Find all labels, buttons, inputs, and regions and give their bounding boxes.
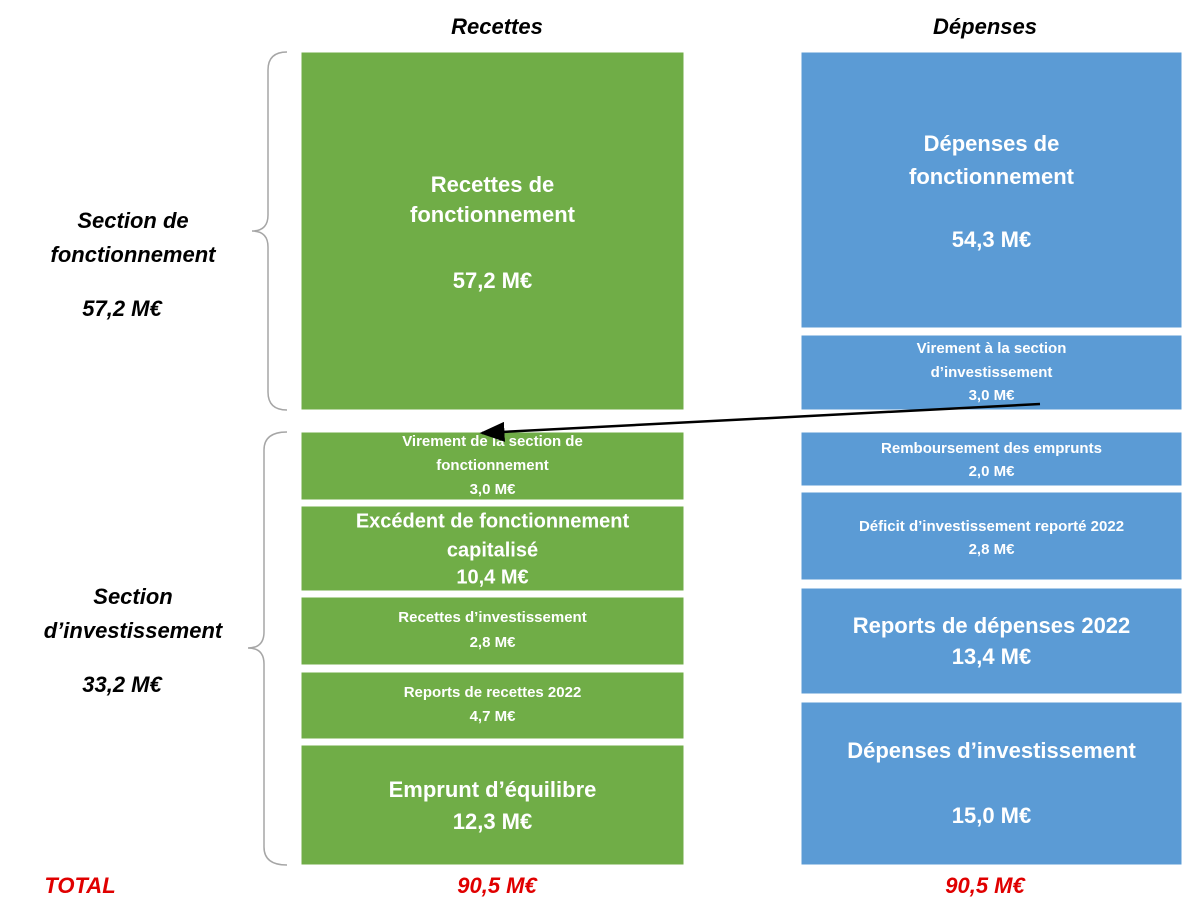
- box-label: Dépenses de: [924, 131, 1060, 156]
- box-amount: 3,0 M€: [470, 481, 517, 498]
- budget-box: [800, 334, 1182, 411]
- box-label: capitalisé: [447, 539, 538, 561]
- box-label: fonctionnement: [436, 457, 549, 474]
- budget-box: [300, 51, 685, 411]
- box-label: fonctionnement: [410, 202, 576, 227]
- box-label: fonctionnement: [909, 164, 1075, 189]
- box-amount: 2,8 M€: [969, 541, 1016, 558]
- budget-box: [800, 491, 1182, 581]
- box-amount: 15,0 M€: [952, 803, 1032, 828]
- brace: [247, 431, 288, 866]
- box-amount: 2,8 M€: [470, 634, 517, 651]
- box-amount: 2,0 M€: [969, 463, 1016, 480]
- budget-box: [800, 701, 1182, 866]
- box-label: Reports de dépenses 2022: [853, 613, 1131, 638]
- section-title: d’investissement: [44, 618, 224, 643]
- budget-box: [300, 744, 685, 866]
- box-label: Reports de recettes 2022: [404, 684, 582, 701]
- box-label: Déficit d’investissement reporté 2022: [859, 518, 1124, 535]
- box-label: Remboursement des emprunts: [881, 440, 1102, 457]
- brace: [251, 51, 288, 411]
- budget-box: [300, 431, 685, 501]
- box-amount: 57,2 M€: [453, 268, 533, 293]
- transfer-arrow: [479, 402, 1041, 442]
- budget-box: [300, 505, 685, 592]
- budget-box: [800, 587, 1182, 695]
- box-amount: 13,4 M€: [952, 644, 1032, 669]
- box-amount: 12,3 M€: [453, 809, 533, 834]
- box-label: Virement à la section: [917, 340, 1067, 357]
- total-amount: 90,5 M€: [457, 873, 538, 898]
- box-label: Emprunt d’équilibre: [389, 777, 597, 802]
- budget-box: [800, 51, 1182, 329]
- box-label: d’investissement: [931, 364, 1053, 381]
- column-header: Recettes: [451, 14, 543, 39]
- section-title: Section: [93, 584, 172, 609]
- budget-box: [300, 596, 685, 666]
- budget-box: [800, 431, 1182, 487]
- box-label: Recettes d’investissement: [398, 609, 586, 626]
- box-amount: 3,0 M€: [969, 387, 1016, 404]
- box-label: Excédent de fonctionnement: [356, 510, 630, 532]
- section-amount: 57,2 M€: [82, 296, 163, 321]
- total-amount: 90,5 M€: [945, 873, 1026, 898]
- section-title: fonctionnement: [51, 242, 218, 267]
- column-header: Dépenses: [933, 14, 1037, 39]
- box-label: Dépenses d’investissement: [847, 738, 1136, 763]
- section-amount: 33,2 M€: [82, 672, 163, 697]
- box-label: Recettes de: [431, 172, 555, 197]
- box-amount: 54,3 M€: [952, 227, 1032, 252]
- section-title: Section de: [77, 208, 188, 233]
- budget-box: [300, 671, 685, 740]
- box-label: Virement de la section de: [402, 433, 583, 450]
- box-amount: 4,7 M€: [470, 708, 517, 725]
- box-amount: 10,4 M€: [456, 566, 528, 588]
- total-label: TOTAL: [44, 873, 115, 898]
